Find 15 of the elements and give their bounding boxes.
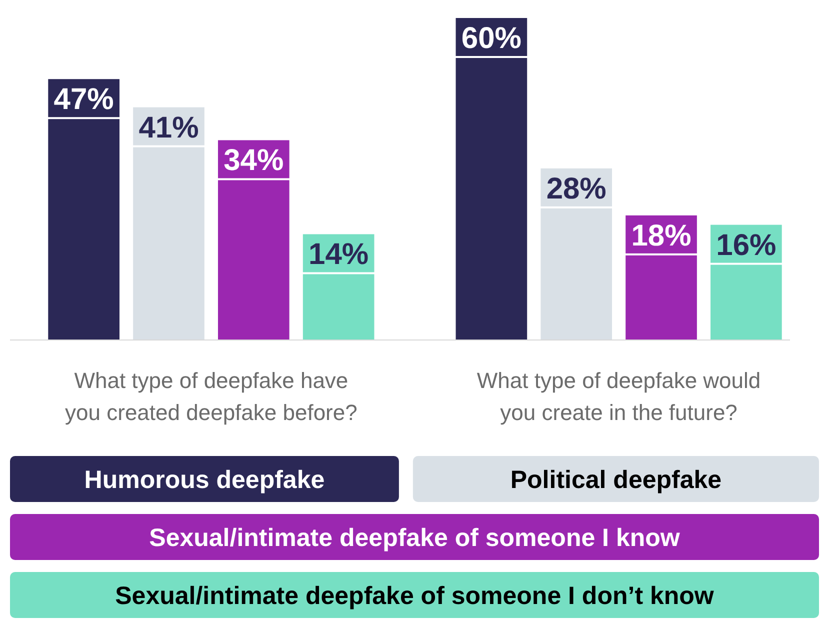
text: Sexual/intimate deepfake of someone I don’t know xyxy=(115,582,714,610)
data-label: 34% xyxy=(224,144,284,178)
x-tick-label: What type of deepfake would you create in the future? xyxy=(476,368,761,425)
data-label: 60% xyxy=(461,22,522,55)
data-label: 16% xyxy=(716,228,776,262)
text: Political deepfake xyxy=(510,466,722,494)
data-label: 14% xyxy=(308,238,369,272)
data-label: 28% xyxy=(546,172,606,206)
text: Humorous deepfake xyxy=(84,466,325,494)
bar xyxy=(456,58,528,340)
x-tick-label: What type of deepfake have you created deepfake before? xyxy=(65,368,358,425)
data-label: 41% xyxy=(138,111,199,144)
text: Sexual/intimate deepfake of someone I know xyxy=(149,524,680,552)
data-label: 18% xyxy=(631,219,692,252)
data-label: 47% xyxy=(54,83,114,116)
